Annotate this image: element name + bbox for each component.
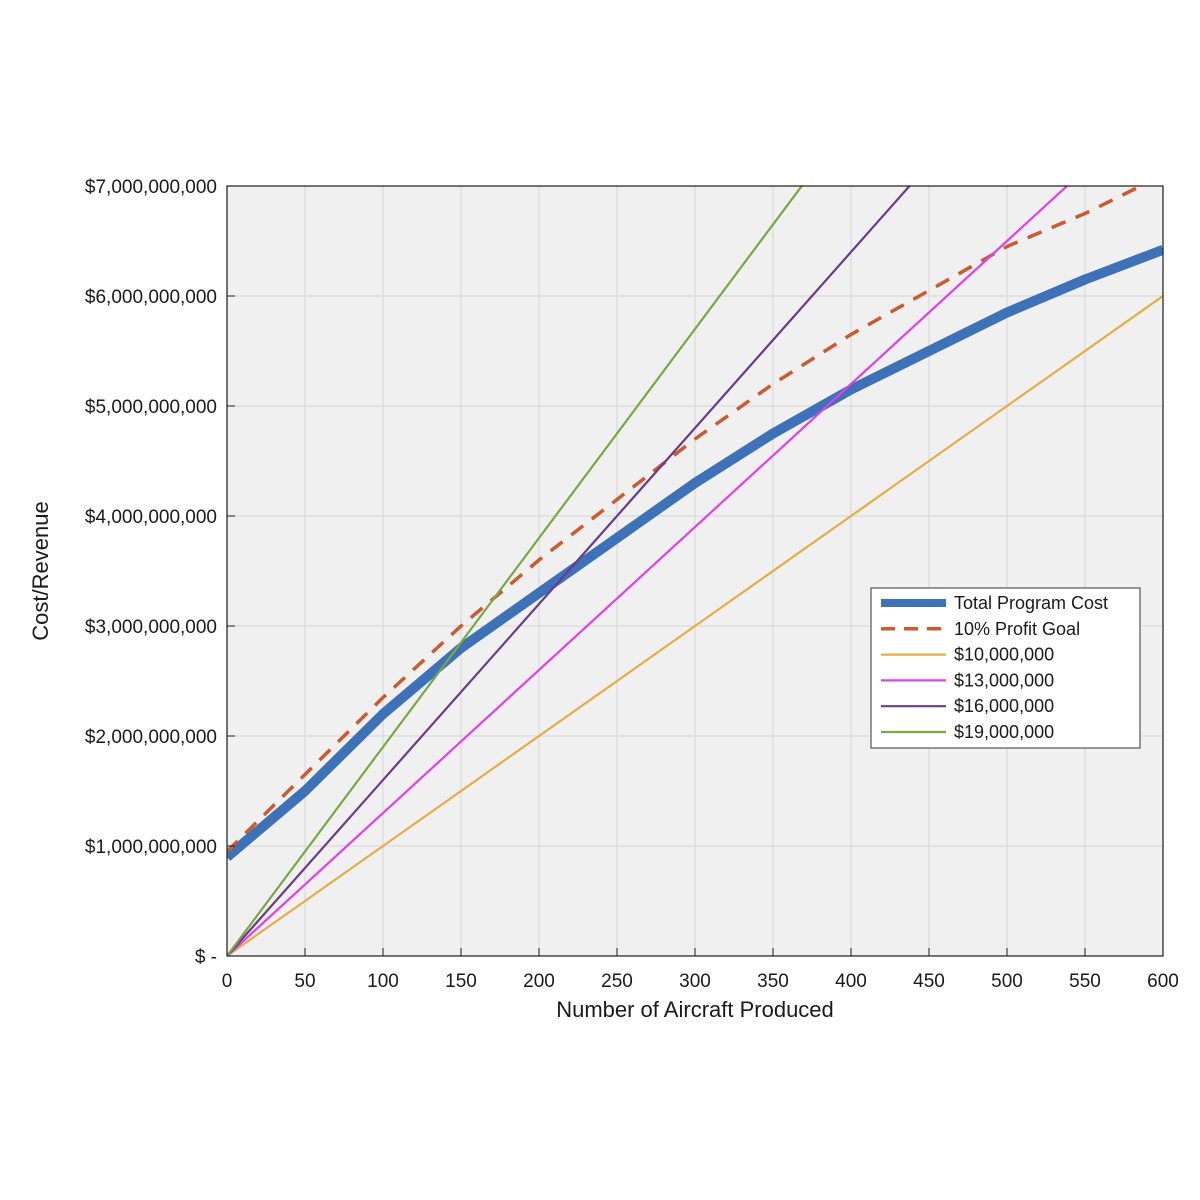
x-axis: 0 50 100 150 200 250 300 350 400 450 500 550 600 xyxy=(222,948,1179,992)
y-tick-label: $1,000,000,000 xyxy=(85,837,217,858)
x-tick-label: 550 xyxy=(1069,971,1101,992)
legend-label: $10,000,000 xyxy=(954,645,1054,665)
x-tick-label: 50 xyxy=(294,971,315,992)
legend-box xyxy=(870,587,1141,749)
y-tick-label: $5,000,000,000 xyxy=(85,397,217,418)
series-line-1 xyxy=(227,186,1145,853)
y-tick-label: $4,000,000,000 xyxy=(85,507,217,528)
y-tick-label: $ - xyxy=(195,947,217,968)
y-tick-label: $7,000,000,000 xyxy=(85,177,217,198)
x-tick-label: 0 xyxy=(222,971,233,992)
legend-label: $16,000,000 xyxy=(954,696,1054,716)
x-axis-title: Number of Aircraft Produced xyxy=(556,997,834,1022)
series-line-0 xyxy=(227,245,1163,861)
y-tick-label: $6,000,000,000 xyxy=(85,287,217,308)
x-tick-label: 250 xyxy=(601,971,633,992)
x-tick-label: 300 xyxy=(679,971,711,992)
series-line-2 xyxy=(227,295,1163,956)
legend-label: $13,000,000 xyxy=(954,670,1054,690)
legend-label: Total Program Cost xyxy=(954,593,1108,613)
series-layer xyxy=(227,186,1163,956)
x-tick-label: 600 xyxy=(1147,971,1179,992)
x-tick-label: 350 xyxy=(757,971,789,992)
x-tick-label: 150 xyxy=(445,971,477,992)
y-tick-label: $3,000,000,000 xyxy=(85,617,217,638)
y-axis: $ - $1,000,000,000 $2,000,000,000 $3,000,00… xyxy=(85,177,235,968)
x-tick-label: 200 xyxy=(523,971,555,992)
y-axis-title: Cost/Revenue xyxy=(28,501,53,640)
legend-label: 10% Profit Goal xyxy=(954,619,1080,639)
x-tick-label: 400 xyxy=(835,971,867,992)
x-tick-label: 100 xyxy=(367,971,399,992)
series-line-3 xyxy=(227,186,1069,956)
x-tick-label: 500 xyxy=(991,971,1023,992)
series-line-5 xyxy=(227,186,804,956)
series-line-4 xyxy=(227,186,911,956)
legend: Total Program Cost 10% Profit Goal $10,000… xyxy=(870,587,1141,749)
x-tick-label: 450 xyxy=(913,971,945,992)
legend-label: $19,000,000 xyxy=(954,722,1054,742)
y-tick-label: $2,000,000,000 xyxy=(85,727,217,748)
